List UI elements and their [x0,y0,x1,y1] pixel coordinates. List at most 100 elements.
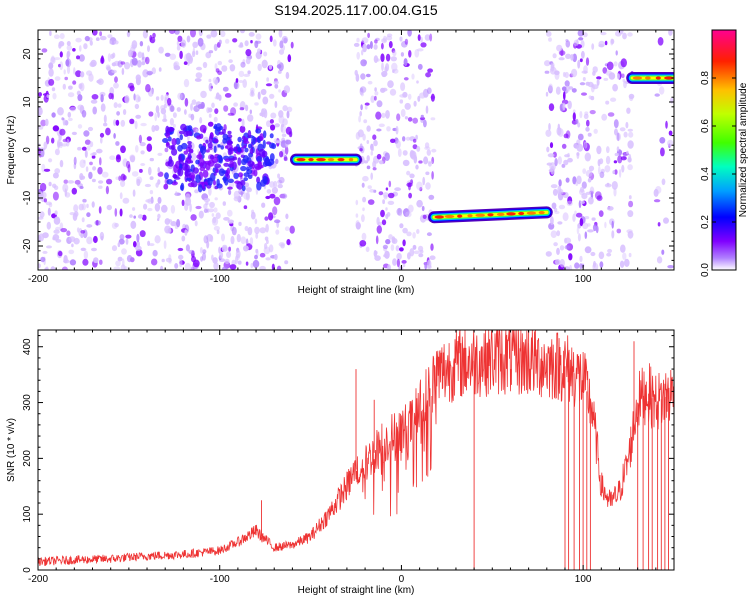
x-tick-label: 100 [575,574,592,585]
noise-blob [59,141,63,149]
noise-blob [277,179,283,184]
noise-blob [59,51,63,58]
noise-blob [254,254,258,260]
noise-blob [567,100,572,110]
noise-blob [628,252,632,258]
noise-blob [190,152,197,161]
noise-blob [228,49,232,54]
noise-blob [80,71,85,78]
noise-blob [396,252,402,261]
noise-blob [553,242,558,247]
noise-blob [584,216,590,220]
noise-blob [169,118,174,126]
noise-blob [227,209,233,217]
noise-blob [114,222,119,228]
noise-blob [269,119,274,124]
noise-blob [65,58,72,68]
y-tick-label: 200 [22,450,33,467]
noise-blob [570,54,574,61]
noise-blob [363,160,369,164]
noise-blob [98,206,102,214]
noise-blob [564,154,570,158]
noise-blob [587,229,594,233]
noise-blob [416,199,423,208]
noise-blob [124,61,131,70]
noise-blob [214,63,218,70]
noise-blob [233,81,240,90]
noise-blob [148,111,154,117]
y-tick-label: -10 [22,190,33,205]
noise-blob [385,187,389,191]
noise-blob [93,235,98,244]
noise-blob [564,237,572,244]
signal-hotspot [348,158,354,162]
noise-blob [581,50,585,59]
noise-blob [355,220,360,228]
noise-blob [224,93,232,98]
noise-blob [125,238,129,245]
noise-blob [192,259,200,268]
noise-blob [269,193,276,199]
noise-blob [614,169,618,175]
noise-blob [378,191,384,196]
noise-blob [627,157,632,163]
noise-blob [622,32,627,40]
noise-blob [83,159,86,164]
noise-blob [284,146,289,155]
noise-blob [78,203,84,211]
cluster-blob [204,160,212,165]
noise-blob [84,35,90,42]
noise-blob [250,263,254,269]
noise-blob [584,246,592,254]
noise-blob [145,56,150,65]
noise-blob [611,181,618,190]
cluster-blob [195,174,201,184]
noise-blob [281,133,287,137]
noise-blob [426,87,432,94]
noise-blob [384,66,388,73]
cluster-blob [184,169,191,177]
noise-blob [122,109,127,115]
noise-blob [82,198,87,203]
noise-blob [556,247,560,255]
noise-blob [177,35,183,42]
noise-blob [241,118,245,127]
noise-blob [194,220,198,227]
noise-blob [657,37,664,46]
signal-hotspot [632,76,643,80]
noise-blob [164,147,169,153]
noise-blob [69,259,77,266]
cluster-blob [165,142,170,148]
noise-blob [185,244,190,252]
snr-series-layer [38,330,674,570]
noise-blob [386,33,393,38]
signal-hotspot [506,212,516,216]
noise-blob [553,207,558,213]
noise-blob [86,70,93,76]
noise-blob [243,205,248,210]
cluster-blob [227,186,233,190]
noise-blob [96,148,103,154]
noise-blob [119,192,123,200]
noise-blob [122,258,125,267]
noise-blob [403,208,410,217]
noise-blob [283,37,288,44]
cluster-blob [203,128,206,134]
noise-blob [616,146,620,152]
noise-blob [95,219,99,226]
noise-blob [210,30,218,38]
noise-blob [385,207,388,211]
noise-blob [101,171,109,178]
noise-blob [429,255,436,260]
noise-blob [90,99,98,104]
y-tick-label: 0 [22,147,33,153]
noise-blob [356,37,360,43]
noise-blob [275,229,280,235]
cluster-blob [181,142,188,150]
colorbar-tick-label: 0.0 [700,263,711,277]
noise-blob [49,30,52,36]
noise-blob [387,80,394,88]
noise-blob [380,209,385,218]
cluster-blob [229,160,235,168]
noise-blob [133,241,137,248]
